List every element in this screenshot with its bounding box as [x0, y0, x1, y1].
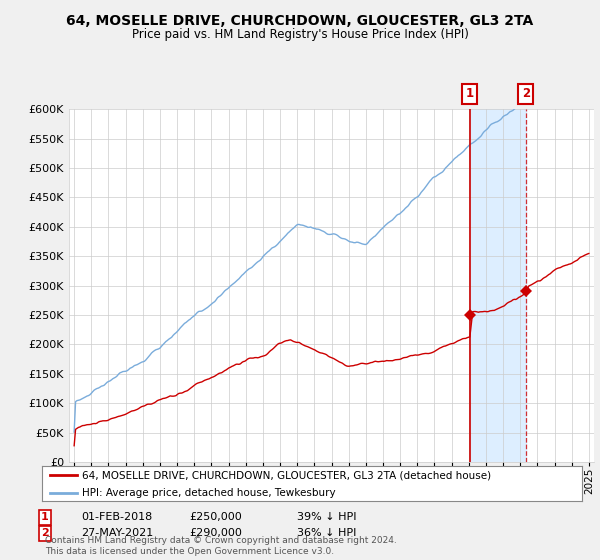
Text: £250,000: £250,000 [189, 512, 242, 522]
Bar [470, 109, 526, 462]
Text: 2: 2 [41, 528, 49, 538]
Text: Price paid vs. HM Land Registry's House Price Index (HPI): Price paid vs. HM Land Registry's House … [131, 28, 469, 41]
Text: 1: 1 [466, 87, 474, 100]
Text: 64, MOSELLE DRIVE, CHURCHDOWN, GLOUCESTER, GL3 2TA: 64, MOSELLE DRIVE, CHURCHDOWN, GLOUCESTE… [67, 14, 533, 28]
Text: 2: 2 [522, 87, 530, 100]
Text: Contains HM Land Registry data © Crown copyright and database right 2024.
This d: Contains HM Land Registry data © Crown c… [45, 536, 397, 556]
Text: 39% ↓ HPI: 39% ↓ HPI [297, 512, 356, 522]
Text: 36% ↓ HPI: 36% ↓ HPI [297, 528, 356, 538]
Text: 64, MOSELLE DRIVE, CHURCHDOWN, GLOUCESTER, GL3 2TA (detached house): 64, MOSELLE DRIVE, CHURCHDOWN, GLOUCESTE… [83, 470, 491, 480]
Text: HPI: Average price, detached house, Tewkesbury: HPI: Average price, detached house, Tewk… [83, 488, 336, 497]
Text: £290,000: £290,000 [189, 528, 242, 538]
Text: 01-FEB-2018: 01-FEB-2018 [81, 512, 152, 522]
Text: 27-MAY-2021: 27-MAY-2021 [81, 528, 153, 538]
Text: 1: 1 [41, 512, 49, 522]
